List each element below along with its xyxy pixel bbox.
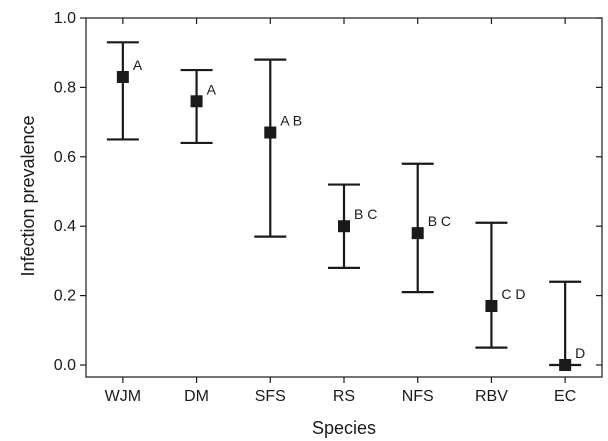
y-axis-title: Infection prevalence bbox=[18, 115, 38, 276]
x-axis: WJM DM SFS RS NFS RBV EC bbox=[105, 18, 576, 405]
x-axis-title: Species bbox=[312, 418, 376, 438]
group-letter: C D bbox=[501, 286, 525, 302]
group-letter: A bbox=[207, 81, 217, 97]
x-tick-label: NFS bbox=[402, 388, 434, 405]
x-tick-label: WJM bbox=[105, 388, 141, 405]
group-letter: B C bbox=[428, 213, 451, 229]
y-tick-label: 0.4 bbox=[54, 218, 76, 235]
y-tick-label: 0.0 bbox=[54, 357, 76, 374]
group-letter: A B bbox=[280, 113, 302, 129]
y-tick-label: 0.2 bbox=[54, 288, 76, 305]
data-marks: A A A B B C B C C D D bbox=[106, 41, 585, 371]
y-tick-label: 0.8 bbox=[54, 79, 76, 96]
data-point bbox=[485, 300, 498, 313]
x-tick-label: RBV bbox=[475, 388, 508, 405]
group-letter: A bbox=[133, 57, 143, 73]
data-point bbox=[338, 220, 350, 233]
x-tick-label: RS bbox=[333, 388, 355, 405]
y-tick-label: 1.0 bbox=[54, 10, 76, 27]
data-point bbox=[559, 359, 572, 371]
data-point bbox=[411, 227, 424, 240]
data-point bbox=[190, 95, 203, 108]
data-point bbox=[264, 126, 277, 139]
y-axis: 0.0 0.2 0.4 0.6 0.8 1.0 bbox=[54, 10, 602, 374]
data-point bbox=[116, 70, 129, 83]
x-tick-label: EC bbox=[554, 388, 576, 405]
x-tick-label: SFS bbox=[255, 388, 286, 405]
y-tick-label: 0.6 bbox=[54, 149, 76, 166]
group-letter: B C bbox=[354, 206, 377, 222]
x-tick-label: DM bbox=[184, 388, 209, 405]
group-letter: D bbox=[575, 345, 585, 361]
